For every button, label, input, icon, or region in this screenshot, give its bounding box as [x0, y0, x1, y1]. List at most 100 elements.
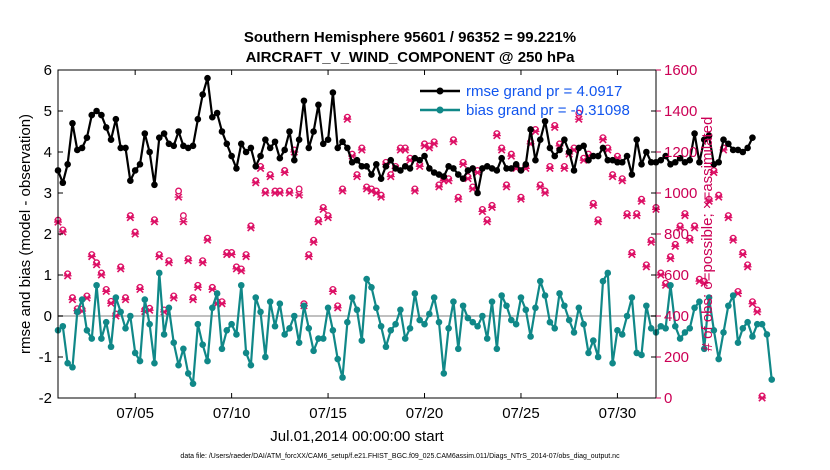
rmse-point — [127, 177, 134, 184]
rmse-point — [614, 158, 621, 166]
bias-point — [469, 318, 477, 326]
rmse-point — [107, 136, 115, 143]
bias-point — [541, 292, 549, 299]
bias-point — [136, 357, 144, 365]
x-tick-label: 07/20 — [406, 405, 444, 422]
bias-point — [122, 325, 129, 332]
obs-assimilated-point — [680, 211, 689, 220]
bias-point — [725, 302, 732, 310]
obs-assimilated-point — [468, 185, 477, 193]
bias-point — [146, 320, 153, 328]
obs-assimilated-point — [338, 187, 347, 195]
obs-assimilated-point — [304, 252, 313, 261]
rmse-point — [353, 156, 361, 164]
bias-point — [618, 331, 626, 338]
bias-point — [59, 322, 67, 330]
rmse-point — [450, 165, 457, 172]
rmse-point — [406, 165, 414, 172]
bias-point — [329, 327, 337, 334]
bias-point — [339, 374, 346, 381]
obs-assimilated-point — [705, 197, 714, 205]
rmse-point — [527, 126, 534, 133]
obs-assimilated-point — [150, 217, 159, 226]
rmse-point — [604, 156, 612, 164]
bias-point — [98, 335, 105, 342]
rmse-point — [199, 91, 206, 98]
bias-point — [609, 359, 616, 367]
x-tick-label: 07/05 — [116, 405, 154, 422]
rmse-point — [83, 134, 91, 141]
rmse-point — [618, 158, 626, 166]
obs-assimilated-point — [516, 195, 525, 203]
bias-point — [454, 345, 462, 353]
rmse-point — [131, 167, 139, 174]
bias-point — [691, 304, 698, 312]
bias-point — [705, 294, 713, 301]
obs-assimilated-point — [275, 189, 284, 197]
obs-assimilated-point — [189, 295, 198, 304]
bias-point — [266, 298, 274, 305]
bias-point — [382, 343, 390, 351]
rmse-point — [146, 148, 153, 156]
obs-assimilated-point — [107, 299, 116, 308]
rmse-point — [541, 117, 549, 125]
rmse-point — [122, 144, 129, 152]
bias-point — [483, 335, 491, 342]
rmse-point — [691, 130, 698, 137]
rmse-point — [276, 154, 284, 162]
obs-assimilated-point — [449, 137, 458, 146]
obs-assimilated-point — [87, 252, 96, 261]
rmse-point — [98, 111, 105, 119]
bias-point — [344, 318, 351, 326]
rmse-point — [647, 158, 655, 166]
bias-point — [276, 300, 284, 308]
y-axis-left-label: rmse and bias (model - observation) — [17, 114, 34, 354]
obs-assimilated-point — [690, 224, 699, 232]
bias-point — [194, 320, 202, 328]
bias-point — [189, 380, 197, 387]
rmse-point — [204, 74, 211, 82]
bias-point — [662, 325, 669, 332]
obs-assimilated-point — [179, 217, 188, 226]
obs-assimilated-point — [507, 152, 516, 160]
bias-point — [426, 310, 433, 318]
bias-point — [151, 359, 158, 367]
rmse-point — [715, 158, 722, 166]
rmse-point — [233, 165, 240, 172]
bias-point — [556, 290, 563, 297]
obs-assimilated-point — [63, 272, 72, 280]
bias-point — [199, 341, 206, 349]
data-file-footnote: data file: /Users/raeder/DAI/ATM_forcXX/… — [180, 453, 620, 460]
bias-point — [464, 314, 472, 322]
rmse-point — [599, 144, 607, 152]
obs-assimilated-point — [314, 217, 323, 226]
obs-assimilated-point — [444, 176, 453, 185]
bias-point — [286, 325, 293, 332]
rmse-point — [725, 140, 732, 148]
obs-assimilated-point — [647, 238, 656, 246]
obs-assimilated-point — [155, 252, 164, 261]
bias-point — [117, 308, 124, 316]
obs-assimilated-point — [627, 250, 636, 259]
y-axis-right-label: # of obs: o=possible; ×=assimilated — [699, 117, 716, 352]
bias-point — [397, 306, 404, 314]
rmse-point — [281, 146, 288, 154]
obs-assimilated-point — [430, 140, 439, 148]
bias-point — [368, 284, 375, 291]
bias-point — [450, 298, 457, 305]
right-tick-label: 1400 — [664, 103, 697, 120]
obs-assimilated-point — [738, 250, 747, 259]
bias-point — [565, 316, 573, 324]
bias-point — [575, 304, 583, 312]
obs-assimilated-point — [724, 213, 733, 222]
bias-point — [435, 318, 443, 326]
obs-assimilated-point — [497, 146, 506, 154]
bias-point — [430, 294, 438, 301]
rmse-point — [416, 156, 423, 164]
bias-point — [88, 335, 96, 342]
right-tick-label: 200 — [664, 349, 689, 366]
rmse-point — [643, 148, 650, 156]
obs-assimilated-point — [488, 203, 497, 212]
bias-point — [580, 320, 587, 328]
bias-point — [700, 345, 708, 353]
